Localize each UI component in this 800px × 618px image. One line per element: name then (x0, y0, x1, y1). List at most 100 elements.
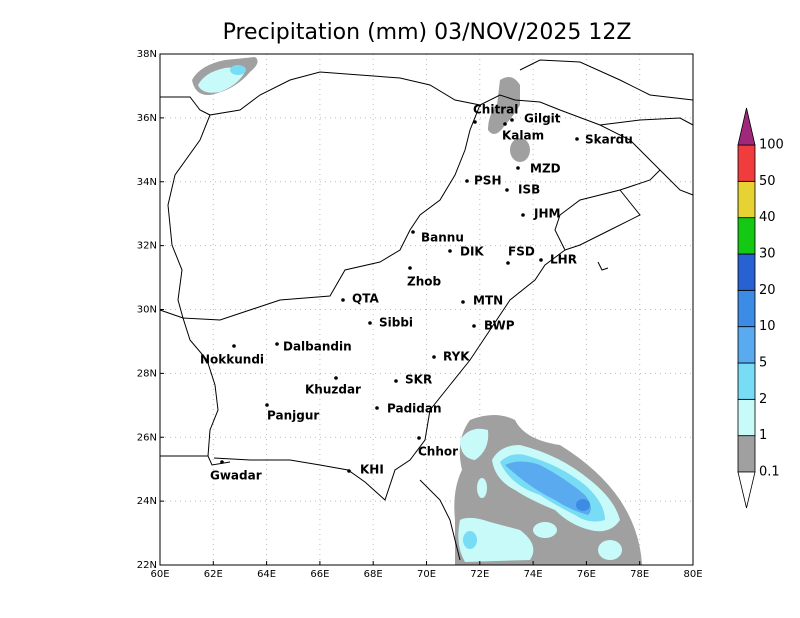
colorbar-label: 5 (759, 356, 767, 371)
city-label: RYK (443, 350, 470, 364)
city-label: BWP (484, 319, 515, 333)
lat-tick-label: 28N (137, 368, 157, 379)
city-label: FSD (508, 245, 535, 259)
city-label: DIK (460, 245, 484, 259)
city-dot (432, 355, 436, 359)
city-label: Gilgit (524, 112, 561, 126)
city-label: Sibbi (379, 316, 413, 330)
city-label: Chhor (418, 445, 458, 459)
city-dot (368, 321, 372, 325)
borders (159, 59, 694, 561)
colorbar-under (737, 471, 756, 509)
city-dot (448, 249, 452, 253)
city-label: SKR (405, 373, 432, 387)
cities: Chitral Gilgit Kalam Skardu MZD PSH ISB JHM Bann… (200, 103, 633, 483)
city-dot (334, 376, 338, 380)
map-title: Precipitation (mm) 03/NOV/2025 12Z (223, 20, 632, 45)
colorbar-segment (737, 435, 756, 473)
city-dot (472, 324, 476, 328)
lon-tick-label: 64E (257, 569, 276, 580)
city-label: MTN (473, 294, 503, 308)
city-label: Padidan (387, 402, 442, 416)
lat-tick-label: 32N (137, 241, 157, 252)
grid (160, 54, 693, 565)
axis-ticks: 60E 62E 64E 66E 68E 70E 72E 74E 76E 78E 80E 22N 24N 2… (137, 49, 703, 580)
city-dot (408, 266, 412, 270)
city-dot (417, 436, 421, 440)
lon-tick-label: 76E (577, 569, 596, 580)
city-dot (411, 230, 415, 234)
city-dot (275, 342, 279, 346)
city-dot (505, 188, 509, 192)
colorbar-segment (737, 326, 756, 364)
colorbar-segment (737, 180, 756, 219)
colorbar-label: 2 (759, 392, 767, 407)
city-label: Panjgur (267, 409, 319, 423)
city-dot (473, 120, 477, 124)
lat-tick-label: 24N (137, 496, 157, 507)
city-label: ISB (518, 183, 540, 197)
colorbar: 0.1 1 2 5 10 20 30 40 50 100 (737, 107, 784, 509)
city-dot (265, 403, 269, 407)
lat-tick-label: 34N (137, 177, 157, 188)
city-dot (506, 261, 510, 265)
city-dot (232, 344, 236, 348)
colorbar-label: 100 (759, 138, 784, 153)
city-dot (394, 379, 398, 383)
lat-tick-label: 38N (137, 49, 157, 60)
city-dot (539, 258, 543, 262)
lon-tick-label: 72E (470, 569, 489, 580)
lon-tick-label: 70E (417, 569, 436, 580)
city-label: JHM (533, 207, 560, 221)
lon-tick-label: 74E (524, 569, 543, 580)
city-label: Gwadar (210, 469, 262, 483)
colorbar-label: 30 (759, 247, 776, 262)
lat-tick-label: 36N (137, 113, 157, 124)
city-label: PSH (474, 174, 501, 188)
lon-tick-label: 66E (310, 569, 329, 580)
colorbar-segment (737, 362, 756, 400)
city-dot (521, 213, 525, 217)
city-dot (575, 137, 579, 141)
colorbar-label: 0.1 (759, 465, 780, 480)
city-dot (375, 406, 379, 410)
colorbar-label: 20 (759, 283, 776, 298)
city-label: Zhob (407, 275, 441, 289)
city-dot (461, 300, 465, 304)
precipitation-areas (192, 57, 642, 565)
lon-tick-label: 62E (204, 569, 223, 580)
city-label: Skardu (585, 133, 633, 147)
colorbar-label: 50 (759, 174, 776, 189)
city-label: QTA (352, 292, 379, 306)
colorbar-segment (737, 217, 756, 255)
colorbar-segment (737, 144, 756, 182)
city-label: Kalam (502, 129, 544, 143)
city-label: Chitral (473, 103, 518, 117)
colorbar-segment (737, 253, 756, 291)
lat-tick-label: 26N (137, 432, 157, 443)
lon-tick-label: 68E (364, 569, 383, 580)
lon-tick-label: 80E (683, 569, 702, 580)
colorbar-label: 40 (759, 210, 776, 225)
city-dot (347, 469, 351, 473)
colorbar-over (737, 107, 756, 146)
city-label: Nokkundi (200, 353, 264, 367)
colorbar-label: 1 (759, 428, 767, 443)
lat-tick-label: 22N (137, 560, 157, 571)
colorbar-label: 10 (759, 319, 776, 334)
city-label: KHI (360, 463, 384, 477)
city-dot (465, 179, 469, 183)
city-label: Bannu (421, 231, 464, 245)
lon-tick-label: 60E (150, 569, 169, 580)
city-label: Khuzdar (305, 383, 361, 397)
colorbar-segment (737, 289, 756, 328)
city-label: MZD (530, 162, 561, 176)
lon-tick-label: 78E (630, 569, 649, 580)
city-dot (503, 122, 507, 126)
city-label: Dalbandin (283, 340, 352, 354)
city-dot (516, 166, 520, 170)
city-dot (510, 118, 514, 122)
colorbar-segment (737, 398, 756, 437)
city-dot (341, 298, 345, 302)
